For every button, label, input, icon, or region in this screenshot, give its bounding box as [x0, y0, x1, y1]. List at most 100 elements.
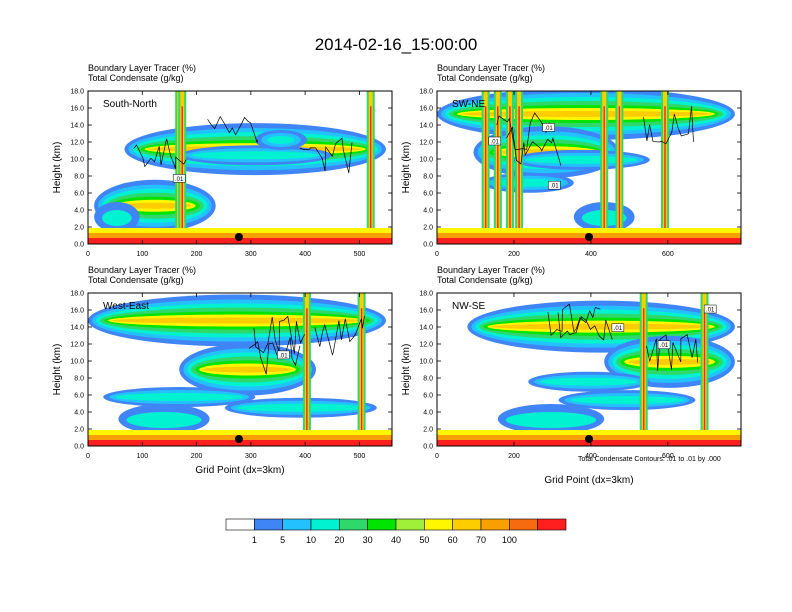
panel-label: NW-SE — [452, 301, 485, 312]
colorbar: 1 5 10 20 30 40 50 60 70 100 — [225, 518, 567, 545]
y-tick-label: 0.0 — [74, 242, 84, 249]
condensate-contour — [646, 334, 699, 371]
y-tick-label: 6.0 — [74, 191, 84, 198]
location-marker — [234, 233, 243, 241]
field-blob — [461, 110, 711, 117]
y-tick-label: 2.0 — [74, 225, 84, 232]
tower-core-max — [484, 106, 487, 244]
panel-subtitle-2: Total Condensate (g/kg) — [437, 275, 533, 285]
x-tick-label: 300 — [245, 453, 257, 460]
condensate-contour — [299, 137, 353, 174]
field-blob — [236, 403, 365, 412]
heatmap-field — [88, 293, 392, 446]
contour-note: Total Condensate Contours: .01 to .01 by… — [578, 456, 721, 463]
panel-4: 0.0 2.0 4.0 6.0 8.0 10.0 12.0 14.0 16.0 18.0 0 200 4… — [401, 265, 742, 486]
heatmap-field — [437, 91, 741, 244]
tower-core-max — [664, 106, 666, 244]
field-blob — [570, 396, 684, 405]
contour-label: .01 — [614, 326, 623, 332]
contour-label: .01 — [660, 343, 669, 349]
location-marker — [585, 233, 593, 241]
x-tick-label: 600 — [662, 251, 674, 258]
colorbar-label: 30 — [363, 535, 373, 545]
colorbar-swatch — [509, 518, 538, 531]
condensate-contour — [133, 138, 187, 170]
x-tick-label: 100 — [136, 453, 148, 460]
x-tick-label: 0 — [435, 453, 439, 460]
x-axis-label: Grid Point (dx=3km) — [195, 465, 284, 476]
x-tick-label: 200 — [191, 453, 203, 460]
y-tick-label: 2.0 — [423, 225, 433, 232]
y-tick-label: 6.0 — [423, 393, 433, 400]
panels-group: 0.0 2.0 4.0 6.0 8.0 10.0 12.0 14.0 16.0 18.0 0 100 2… — [52, 63, 742, 486]
panel-label: South-North — [103, 99, 157, 110]
x-tick-label: 400 — [299, 251, 311, 258]
panel-subtitle-1: Boundary Layer Tracer (%) — [88, 63, 196, 73]
field-blob — [115, 393, 244, 402]
y-tick-label: 8.0 — [74, 174, 84, 181]
colorbar-swatch — [310, 518, 340, 531]
y-tick-label: 8.0 — [423, 376, 433, 383]
colorbar-swatch — [480, 518, 510, 531]
x-axis-label: Grid Point (dx=3km) — [544, 475, 633, 486]
condensate-contour — [253, 315, 305, 354]
contour-label-box — [548, 180, 561, 190]
panel-1: 0.0 2.0 4.0 6.0 8.0 10.0 12.0 14.0 16.0 18.0 0 100 2… — [52, 63, 393, 258]
x-tick-label: 0 — [86, 251, 90, 258]
tower-core-max — [518, 106, 520, 244]
field-blob — [112, 317, 362, 324]
heatmap-field — [88, 91, 392, 244]
y-tick-label: 4.0 — [74, 410, 84, 417]
y-tick-label: 10.0 — [419, 359, 433, 366]
y-tick-label: 4.0 — [74, 208, 84, 215]
x-tick-label: 200 — [508, 453, 520, 460]
colorbar-swatch — [339, 518, 368, 531]
tower-core-max — [497, 106, 499, 244]
contour-label: .01 — [175, 177, 184, 183]
y-tick-label: 2.0 — [74, 427, 84, 434]
colorbar-swatch — [254, 518, 283, 531]
field-blob — [505, 412, 597, 428]
field-blob — [102, 210, 132, 226]
plot-frame — [436, 292, 742, 447]
condensate-contour — [643, 106, 694, 145]
y-tick-label: 4.0 — [423, 410, 433, 417]
tower-core-max — [360, 308, 363, 446]
panel-subtitle-1: Boundary Layer Tracer (%) — [437, 63, 545, 73]
field-blob — [118, 202, 192, 209]
y-tick-label: 6.0 — [74, 393, 84, 400]
y-tick-label: 16.0 — [419, 308, 433, 315]
y-tick-label: 8.0 — [74, 376, 84, 383]
tower-core-max — [603, 106, 605, 244]
contour-label: .01 — [706, 308, 715, 314]
colorbar-swatch — [367, 518, 397, 531]
y-tick-label: 12.0 — [70, 140, 84, 147]
y-tick-label: 4.0 — [423, 208, 433, 215]
colorbar-label: 100 — [502, 535, 517, 545]
panel-2: 0.0 2.0 4.0 6.0 8.0 10.0 12.0 14.0 16.0 18.0 0 200 4… — [401, 63, 742, 258]
x-tick-label: 500 — [354, 453, 366, 460]
panel-subtitle-1: Boundary Layer Tracer (%) — [437, 265, 545, 275]
contour-label: .01 — [279, 353, 288, 359]
field-blob — [525, 155, 638, 164]
plot-frame — [87, 90, 393, 245]
figure-title: 2014-02-16_15:00:00 — [315, 35, 478, 54]
y-axis-label: Height (km) — [401, 142, 412, 194]
x-tick-label: 600 — [662, 453, 674, 460]
x-tick-label: 100 — [136, 251, 148, 258]
y-tick-label: 16.0 — [419, 106, 433, 113]
field-blob — [267, 135, 295, 144]
tower-core-max — [509, 106, 511, 244]
x-tick-label: 400 — [585, 251, 597, 258]
field-blob — [126, 412, 202, 428]
contour-label-box — [542, 123, 555, 132]
colorbar-label: 20 — [334, 535, 344, 545]
x-tick-label: 200 — [508, 251, 520, 258]
contour-label-box — [488, 136, 501, 146]
colorbar-swatch — [225, 518, 255, 531]
y-tick-label: 12.0 — [419, 342, 433, 349]
colorbar-swatch — [424, 518, 453, 531]
x-tick-label: 0 — [435, 251, 439, 258]
condensate-contour — [557, 312, 613, 341]
